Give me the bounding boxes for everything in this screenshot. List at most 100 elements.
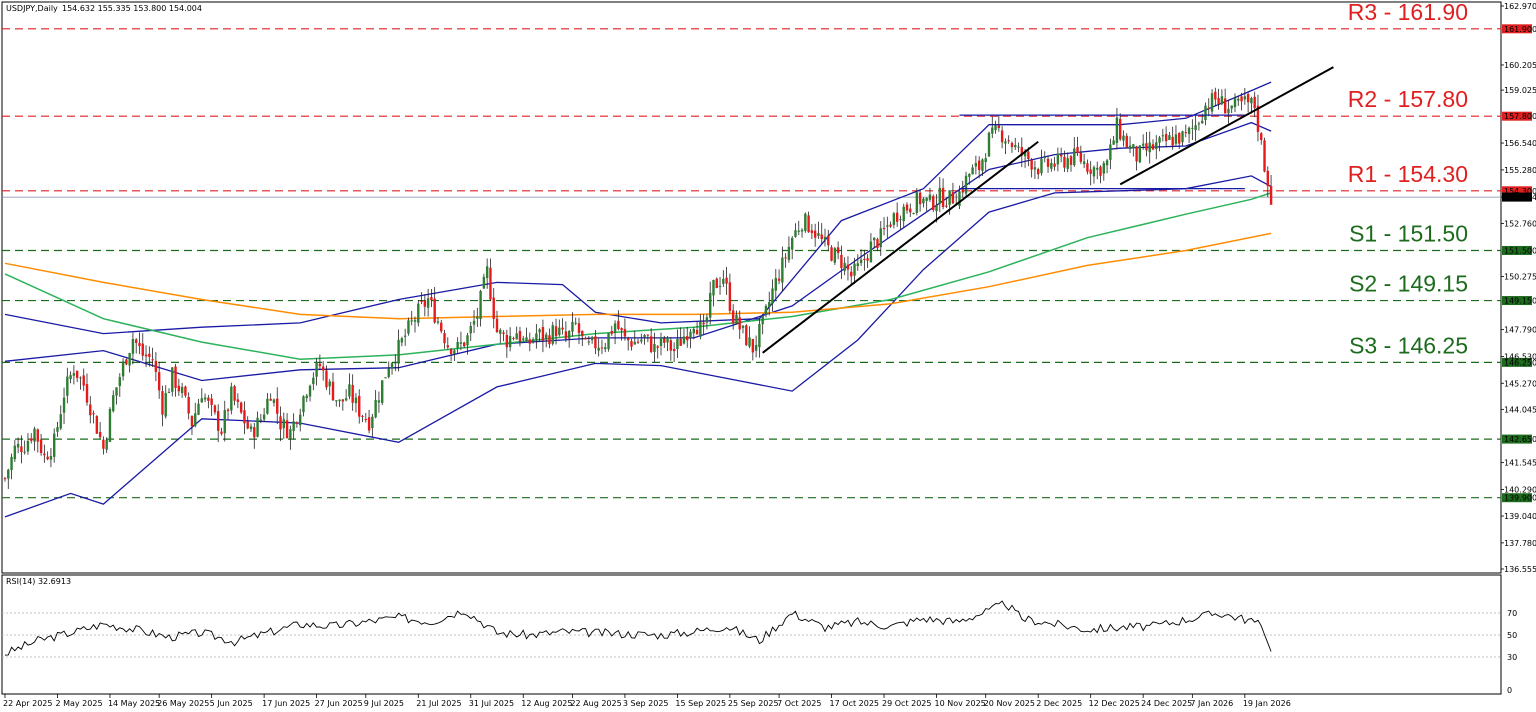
level-tag: 146.250 [1504, 358, 1536, 367]
candle-body [768, 302, 771, 308]
candle-body [253, 427, 256, 438]
candle-body [154, 360, 158, 372]
candle-body [7, 469, 10, 479]
x-tick-label: 7 Oct 2025 [777, 699, 821, 708]
candle-body [1191, 127, 1194, 129]
candle-body [787, 246, 791, 260]
candle-body [1119, 118, 1122, 140]
candle-body [75, 370, 79, 378]
candle-body [305, 395, 308, 399]
candle-body [1059, 154, 1063, 157]
candle-body [666, 337, 669, 343]
candle-body [1105, 160, 1109, 166]
candle-body [413, 320, 417, 322]
candle-body [627, 338, 630, 341]
x-tick-label: 24 Dec 2025 [1141, 699, 1192, 708]
candle-body [1204, 105, 1207, 120]
candle-body [30, 438, 33, 441]
candle-body [233, 386, 236, 401]
candle-body [830, 247, 833, 261]
candle-body [236, 399, 240, 402]
candle-body [1141, 143, 1145, 146]
candle-body [859, 259, 863, 264]
candle-body [623, 329, 627, 337]
candle-body [1102, 163, 1105, 174]
candle-body [167, 391, 171, 393]
candle-body [381, 380, 384, 403]
candle-body [669, 340, 673, 351]
candle-body [1138, 145, 1142, 163]
candle-body [1092, 167, 1096, 177]
candle-body [36, 429, 39, 442]
candle-body [1207, 107, 1210, 110]
candle-body [853, 263, 856, 276]
candle-body [1181, 131, 1184, 143]
candle-body [1046, 158, 1050, 167]
candle-body [863, 258, 866, 260]
candle-body [403, 335, 407, 337]
candle-body [46, 456, 49, 460]
candle-body [561, 327, 564, 330]
candle-body [728, 282, 732, 311]
level-tag: 142.650 [1504, 435, 1536, 444]
x-tick-label: 12 Aug 2025 [521, 699, 572, 708]
candle-body [430, 296, 433, 301]
candle-body [1027, 151, 1030, 159]
candle-body [833, 248, 837, 263]
candle-body [495, 318, 499, 333]
candle-body [259, 419, 263, 421]
candle-body [246, 421, 249, 429]
candle-body [335, 400, 338, 402]
candle-body [144, 354, 148, 357]
candle-body [180, 386, 184, 394]
candle-body [410, 320, 413, 322]
y-tick-label: 139.040 [1504, 512, 1536, 521]
x-tick-label: 2 Dec 2025 [1036, 699, 1082, 708]
candle-body [200, 398, 203, 403]
candle-body [466, 335, 469, 346]
candle-body [443, 333, 446, 344]
y-tick-label: 155.280 [1504, 166, 1536, 175]
candle-body [505, 334, 509, 348]
y-tick-label: 144.045 [1504, 405, 1536, 414]
candle-body [161, 391, 164, 415]
candle-body [823, 236, 827, 240]
candle-body [876, 239, 879, 248]
candle-body [446, 345, 449, 348]
candle-body [948, 190, 951, 205]
candle-body [935, 205, 938, 212]
x-tick-label: 3 Sep 2025 [623, 699, 669, 708]
candle-body [1033, 167, 1037, 170]
x-tick-label: 29 Oct 2025 [882, 699, 931, 708]
candle-body [98, 431, 102, 438]
candle-body [269, 398, 272, 401]
level-label-R3: R3 - 161.90 [1348, 0, 1468, 25]
x-tick-label: 5 Jun 2025 [210, 699, 253, 708]
candle-body [725, 277, 728, 284]
candle-body [1017, 146, 1020, 148]
candle-body [554, 326, 558, 337]
candle-body [1089, 169, 1092, 174]
y-tick-label: 156.540 [1504, 139, 1536, 148]
candle-body [469, 325, 472, 334]
candle-body [115, 387, 118, 396]
candle-body [436, 321, 440, 323]
candle-body [364, 419, 367, 421]
y-tick-label: 159.025 [1504, 86, 1536, 95]
candle-body [312, 377, 315, 385]
candle-body [558, 327, 561, 335]
candle-body [984, 158, 987, 163]
candle-body [1109, 144, 1112, 160]
candle-body [328, 381, 331, 387]
candle-body [485, 266, 489, 279]
candle-body [213, 405, 217, 413]
candle-body [1073, 148, 1076, 166]
candle-body [610, 330, 613, 334]
candle-body [72, 373, 76, 376]
candle-body [358, 396, 361, 417]
x-tick-label: 14 May 2025 [108, 699, 160, 708]
candle-body [1122, 135, 1125, 141]
candle-body [1240, 96, 1243, 102]
candle-body [754, 345, 758, 351]
